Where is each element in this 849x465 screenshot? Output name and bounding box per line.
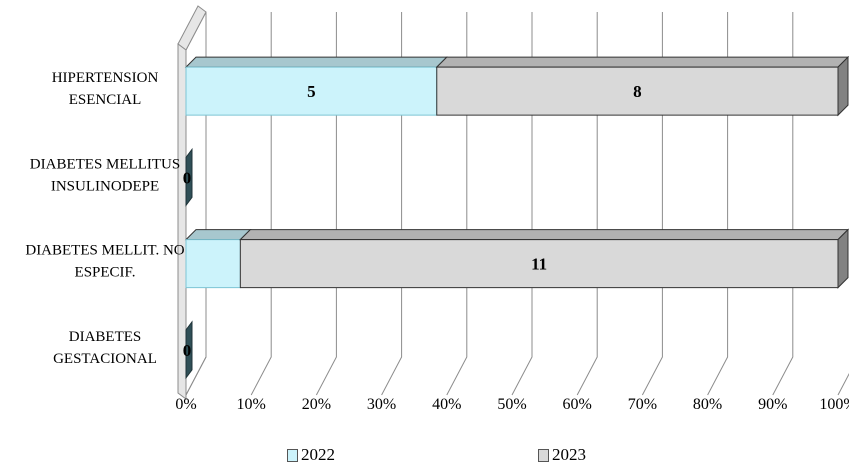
bars	[184, 55, 849, 380]
gridline	[511, 12, 533, 396]
category-label: HIPERTENSION	[52, 70, 159, 86]
legend-item-2022: 2022	[287, 445, 335, 465]
data-label-2023: 8	[633, 82, 642, 101]
gridline	[837, 373, 849, 396]
gridline	[381, 12, 403, 396]
gridline	[185, 12, 207, 396]
bar-top-2022	[184, 229, 252, 241]
data-label-2022: 0	[183, 168, 192, 187]
data-label-2022: 5	[307, 82, 316, 101]
gridline	[772, 12, 794, 396]
category-label: DIABETES MELLITUS	[30, 156, 180, 172]
category-label: ESENCIAL	[69, 92, 142, 108]
x-tick-label: 0%	[175, 396, 196, 413]
bar-2023	[436, 66, 839, 116]
gridline	[446, 12, 468, 396]
category-label: ESPECIF.	[75, 265, 136, 281]
gridline	[707, 12, 729, 396]
x-tick-label: 50%	[497, 396, 526, 413]
bar-side-2023	[837, 228, 849, 289]
category-label: DIABETES	[69, 329, 142, 345]
bar-2023	[239, 239, 839, 289]
labels: 0% 10% 20% 30% 40% 50% 60% 70% 80% 90% 100% HIPERTE…	[25, 70, 849, 413]
gridline	[641, 12, 663, 396]
legend-swatch-2023	[538, 448, 549, 462]
gridline	[315, 12, 337, 396]
legend-item-2023: 2023	[538, 445, 586, 465]
bar-top-2023	[435, 56, 849, 68]
x-tick-label: 90%	[758, 396, 787, 413]
bar-2022	[185, 239, 241, 289]
gridline	[576, 12, 598, 396]
x-tick-label: 100%	[819, 396, 849, 413]
bar-2022	[185, 66, 438, 116]
x-tick-label: 60%	[563, 396, 592, 413]
x-tick-label: 20%	[302, 396, 331, 413]
x-tick-label: 30%	[367, 396, 396, 413]
bar-side-2023	[837, 55, 849, 117]
x-tick-label: 70%	[628, 396, 657, 413]
category-label: INSULINODEPE	[51, 178, 159, 194]
side-wall-edge	[177, 43, 187, 400]
x-tick-label: 40%	[432, 396, 461, 413]
category-label: DIABETES MELLIT. NO	[25, 243, 184, 259]
x-tick-label: 80%	[693, 396, 722, 413]
empty-bar-marker	[185, 320, 193, 380]
bar-top-2022	[184, 56, 448, 68]
legend-label-2022: 2022	[301, 445, 335, 464]
data-label-2022: 0	[183, 341, 192, 360]
bar-top-2023	[239, 229, 849, 241]
category-label: GESTACIONAL	[53, 351, 157, 367]
x-tick-label: 10%	[237, 396, 266, 413]
data-label-2023: 11	[531, 255, 547, 274]
legend-label-2023: 2023	[552, 445, 586, 464]
legend-swatch-2022	[287, 448, 298, 462]
gridline	[250, 12, 272, 396]
empty-bar-marker	[185, 147, 193, 207]
